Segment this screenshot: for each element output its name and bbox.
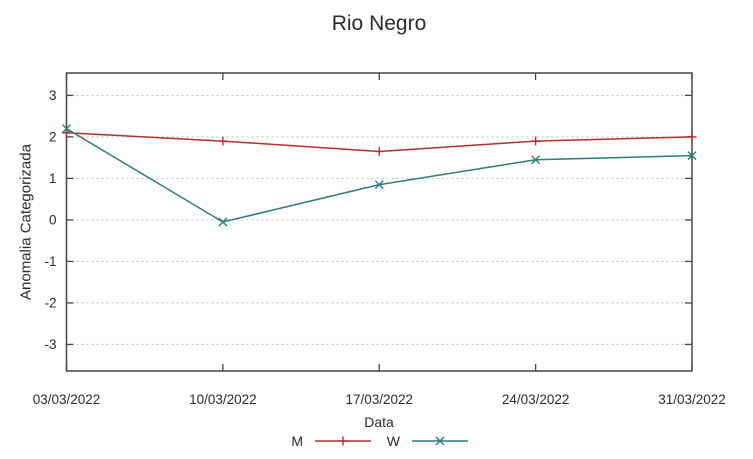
xtick-label: 03/03/2022: [33, 392, 101, 407]
ytick-label--1: -1: [44, 254, 56, 269]
series-marker-W: [531, 155, 541, 165]
series-marker-W: [687, 151, 697, 161]
xtick-label: 24/03/2022: [502, 392, 570, 407]
ytick-label--2: -2: [44, 295, 56, 310]
ytick-label-2: 2: [49, 129, 57, 144]
series-line-W: [66, 127, 693, 223]
xtick-label: 31/03/2022: [658, 392, 726, 407]
series-marker-W: [374, 180, 384, 190]
legend-label-W: W: [387, 433, 401, 449]
ytick-label-0: 0: [49, 212, 57, 227]
chart-title: Rio Negro: [331, 12, 427, 35]
series-marker-W: [218, 217, 228, 227]
y-axis-label: Anomalia Categorizada: [17, 144, 35, 300]
legend-label-M: M: [291, 433, 303, 449]
x-axis-label: Data: [364, 414, 394, 430]
ytick-label-1: 1: [49, 171, 57, 186]
legend-marker-W: [435, 436, 445, 446]
ytick-label--3: -3: [44, 337, 56, 352]
xtick-label: 10/03/2022: [189, 392, 257, 407]
ytick-label-3: 3: [49, 88, 57, 103]
xtick-label: 17/03/2022: [345, 392, 413, 407]
series-marker-W: [62, 124, 71, 134]
plot-border: [65, 72, 693, 372]
